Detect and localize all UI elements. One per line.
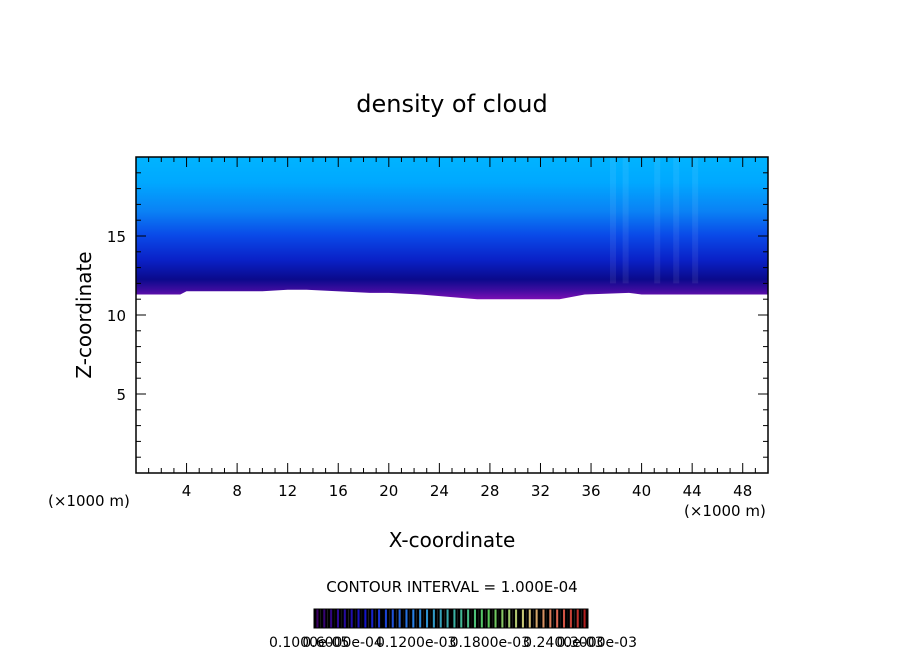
x-tick-label: 40 [632,482,651,500]
colorbar-cell [419,609,422,628]
colorbar-cell [412,609,415,628]
colorbar-cell [364,609,367,628]
colorbar-cell [453,609,456,628]
x-unit-left: (×1000 m) [48,492,130,510]
colorbar-cell [521,609,524,628]
colorbar-label: 0.2400e-03 [523,635,603,651]
x-tick-label: 8 [232,482,242,500]
colorbar-cell [473,609,477,628]
colorbar-cell [549,609,552,628]
chart-title: density of cloud [356,90,547,118]
x-tick-label: 20 [379,482,398,500]
colorbar-cell [405,609,408,628]
x-tick-label: 16 [329,482,348,500]
colorbar-cell [528,609,531,628]
colorbar-cell [515,609,518,628]
colorbar-cell [569,609,572,628]
x-tick-label: 28 [480,482,499,500]
y-tick-label: 15 [107,228,126,246]
colorbar-cell [350,609,353,628]
colorbar-label: 0.1000e-05 [269,635,349,651]
colorbar-cell [542,609,545,628]
x-tick-label: 44 [683,482,702,500]
y-tick-label: 10 [107,307,126,325]
colorbar-cell [535,609,538,628]
x-unit-right: (×1000 m) [684,502,766,520]
colorbar-cell [556,609,559,628]
cloud-streak [673,157,680,284]
x-tick-label: 4 [182,482,192,500]
colorbar-label: 0.1800e-03 [450,635,530,651]
colorbar-cell [330,609,333,628]
colorbar-cell [562,609,566,628]
cloud-streak [622,157,629,284]
colorbar-cell [391,609,394,628]
colorbar-cell [487,609,490,628]
colorbar-cell [480,609,483,628]
cloud-density-field [136,157,768,300]
colorbar-cell [336,609,340,628]
colorbar-cell [316,609,319,628]
colorbar [313,608,589,629]
colorbar-cell [460,609,463,628]
colorbar-cell [432,609,435,628]
x-tick-label: 24 [430,482,449,500]
colorbar-cell [371,609,374,628]
colorbar-cell [323,609,326,628]
cloud-streaks [610,157,699,284]
colorbar-cell [398,609,401,628]
colorbar-cell [467,609,470,628]
colorbar-cell [494,609,497,628]
x-axis: 4 8 12 16 20 24 28 32 36 40 44 48 [148,157,756,500]
contour-interval: CONTOUR INTERVAL = 1.000E-04 [326,578,577,596]
colorbar-label: 0.6000e-04 [302,635,383,651]
colorbar-label: 0.3000e-03 [557,635,637,651]
colorbar-cell [439,609,442,628]
x-tick-label: 48 [733,482,752,500]
colorbar-cell [343,609,346,628]
cloud-streak [692,157,699,284]
colorbar-cell [501,609,504,628]
y-axis-label: Z-coordinate [72,251,96,378]
colorbar-cell [425,609,429,628]
colorbar-cell [378,609,381,628]
colorbar-label: 0.1200e-03 [376,635,456,651]
colorbar-cell [583,609,586,628]
colorbar-cell [576,609,579,628]
cloud-streak [654,157,661,284]
y-axis: 5 10 15 [107,172,768,458]
x-tick-label: 36 [581,482,600,500]
x-tick-label: 32 [531,482,550,500]
cloud-streak [610,157,616,284]
colorbar-cell [384,609,387,628]
x-tick-label: 12 [278,482,297,500]
plot-area [136,157,768,300]
colorbar-frame [313,608,589,629]
colorbar-cell [357,609,360,628]
x-axis-label: X-coordinate [389,528,516,552]
colorbar-labels: 0.1000e-050.6000e-040.1200e-030.1800e-03… [269,635,637,651]
colorbar-cell [508,609,511,628]
colorbar-cell [446,609,449,628]
y-tick-label: 5 [116,386,126,404]
